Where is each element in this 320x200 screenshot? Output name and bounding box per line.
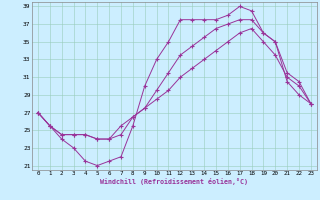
- X-axis label: Windchill (Refroidissement éolien,°C): Windchill (Refroidissement éolien,°C): [100, 178, 248, 185]
